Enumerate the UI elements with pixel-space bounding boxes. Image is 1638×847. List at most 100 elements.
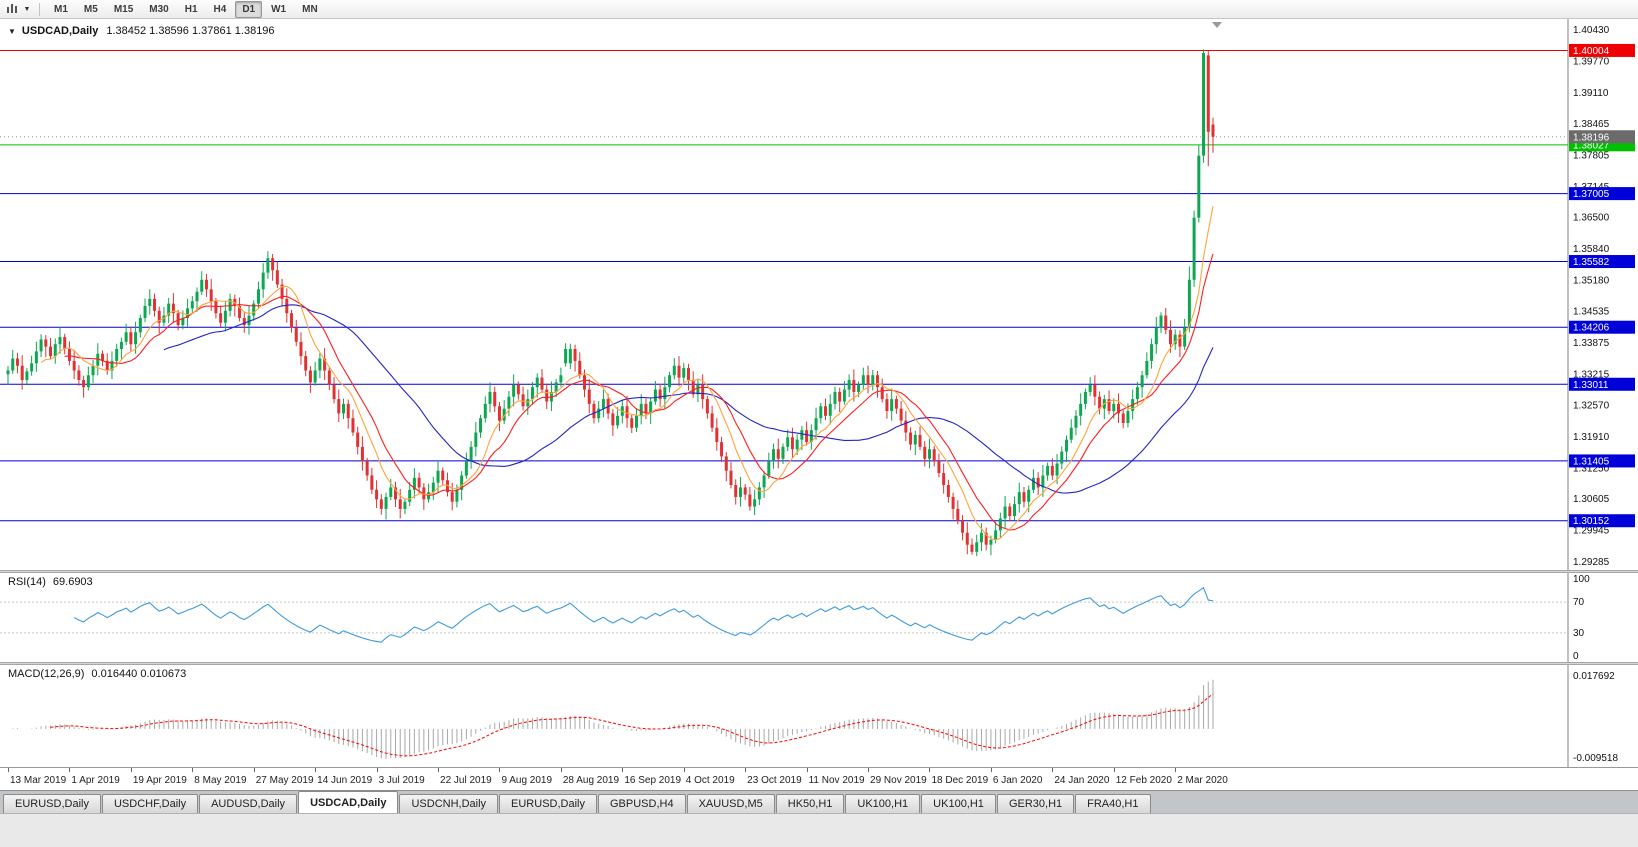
candle (904, 411, 908, 442)
candle-body (96, 353, 100, 366)
macd-pane[interactable]: 0.017692 -0.009518 (0, 665, 1638, 767)
candle-body (261, 272, 265, 290)
time-axis[interactable]: 13 Mar 2019 1 Apr 2019 19 Apr 2019 8 May 20… (0, 767, 1638, 790)
chart-tab-ger30-h1-11[interactable]: GER30,H1 (996, 794, 1075, 813)
chart-tab-hk50-h1-8[interactable]: HK50,H1 (775, 794, 845, 813)
candle-body (181, 317, 185, 326)
candle (1206, 51, 1210, 167)
candle-body (1036, 477, 1040, 488)
timeframe-button-h4[interactable]: H4 (213, 3, 227, 15)
ma-line-fast (40, 205, 1214, 541)
timeframe-button-d1[interactable]: D1 (235, 0, 263, 18)
candle (370, 467, 374, 495)
candle-body (824, 406, 828, 416)
candle-body (327, 370, 331, 385)
candle-body (337, 399, 341, 414)
candle-body (332, 384, 336, 400)
candle (398, 488, 402, 519)
timeframe-button-m5[interactable]: M5 (83, 3, 98, 15)
candle-body (871, 375, 875, 385)
time-axis-label: 1 Apr 2019 (71, 775, 120, 786)
chart-type-icon[interactable] (4, 2, 20, 17)
chart-tab-uk100-h1-10[interactable]: UK100,H1 (921, 794, 996, 813)
symbol-dropdown-icon[interactable]: ▼ (8, 26, 16, 36)
price-axis-label: 1.34535 (1573, 307, 1610, 318)
candle (318, 352, 322, 379)
candle (436, 460, 440, 493)
candle-body (77, 370, 81, 381)
candle (1150, 338, 1154, 369)
candle-body (1050, 465, 1054, 476)
candle-body (649, 401, 653, 414)
candle (49, 338, 53, 360)
price-level-badge-bg (1569, 320, 1635, 334)
candle (483, 396, 487, 423)
time-axis-tick (990, 768, 992, 772)
chart-tab-fra40-h1-12[interactable]: FRA40,H1 (1075, 794, 1151, 813)
candle-body (710, 413, 714, 428)
chart-toolbar: ▼ M1 M5 M15 M30 H1 H4 D1 W1 MN (0, 0, 1638, 19)
candle-body (356, 432, 360, 447)
candle (101, 350, 105, 367)
timeframe-button-w1[interactable]: W1 (271, 3, 287, 15)
candle-body (138, 317, 142, 333)
candle (152, 293, 156, 317)
timeframe-button-m15[interactable]: M15 (113, 3, 134, 15)
candle-body (601, 399, 605, 409)
chart-tab-gbpusd-h4-6[interactable]: GBPUSD,H4 (598, 794, 686, 813)
pane-splitter[interactable] (0, 570, 1638, 573)
chart-tab-xauusd-m5-7[interactable]: XAUUSD,M5 (686, 794, 775, 813)
chart-tab-usdcnh-daily-4[interactable]: USDCNH,Daily (399, 794, 499, 813)
candle-body (942, 473, 946, 486)
candle (715, 418, 719, 451)
candle (1083, 388, 1087, 410)
chart-tab-usdchf-daily-1[interactable]: USDCHF,Daily (101, 794, 199, 813)
chart-tab-eurusd-daily-0[interactable]: EURUSD,Daily (3, 794, 101, 813)
chart-tab-usdcad-daily-3[interactable]: USDCAD,Daily (298, 791, 399, 813)
candle (724, 452, 728, 482)
candle (441, 467, 445, 486)
candle-body (781, 446, 785, 459)
candle-body (1126, 411, 1130, 423)
candle-body (720, 442, 724, 457)
candle-body (663, 387, 667, 400)
candle-body (701, 384, 705, 400)
rsi-name: RSI(14) (8, 576, 46, 588)
timeframe-button-mn[interactable]: MN (302, 3, 318, 15)
candle-body (228, 298, 232, 311)
chart-shift-marker-icon[interactable] (1212, 22, 1222, 28)
pane-splitter[interactable] (0, 662, 1638, 665)
candle-body (961, 520, 965, 533)
time-axis-tick (745, 768, 747, 772)
candle-body (965, 532, 969, 545)
toolbar-dropdown-icon[interactable]: ▼ (23, 5, 31, 13)
candle (275, 261, 279, 288)
candle-body (786, 437, 790, 447)
candle-body (63, 337, 67, 349)
candle-body (1211, 124, 1215, 137)
chart-tab-audusd-daily-2[interactable]: AUDUSD,Daily (199, 794, 298, 813)
price-axis-label: 1.31250 (1573, 463, 1610, 474)
main-chart-pane[interactable]: 1.404301.397701.391101.384651.378051.371… (0, 19, 1638, 570)
rsi-pane[interactable]: 100 70 30 0 (0, 573, 1638, 662)
candle-body (1003, 506, 1007, 519)
timeframe-button-m1[interactable]: M1 (54, 3, 68, 15)
candle-body (753, 499, 757, 507)
candle-body (738, 487, 742, 497)
candle (266, 251, 270, 279)
candle (450, 482, 454, 511)
candle (214, 297, 218, 319)
candle (1065, 435, 1069, 463)
timeframe-button-h1[interactable]: H1 (184, 3, 198, 15)
chart-tab-eurusd-daily-5[interactable]: EURUSD,Daily (499, 794, 597, 813)
chart-tab-uk100-h1-9[interactable]: UK100,H1 (845, 794, 921, 813)
candle (998, 512, 1002, 539)
price-axis-label: 1.32570 (1573, 400, 1610, 411)
candle-body (285, 298, 289, 314)
candle (691, 371, 695, 398)
candle-body (190, 301, 194, 309)
candle (63, 333, 67, 355)
candle (299, 332, 303, 365)
candle (592, 400, 596, 424)
timeframe-button-m30[interactable]: M30 (149, 3, 169, 15)
